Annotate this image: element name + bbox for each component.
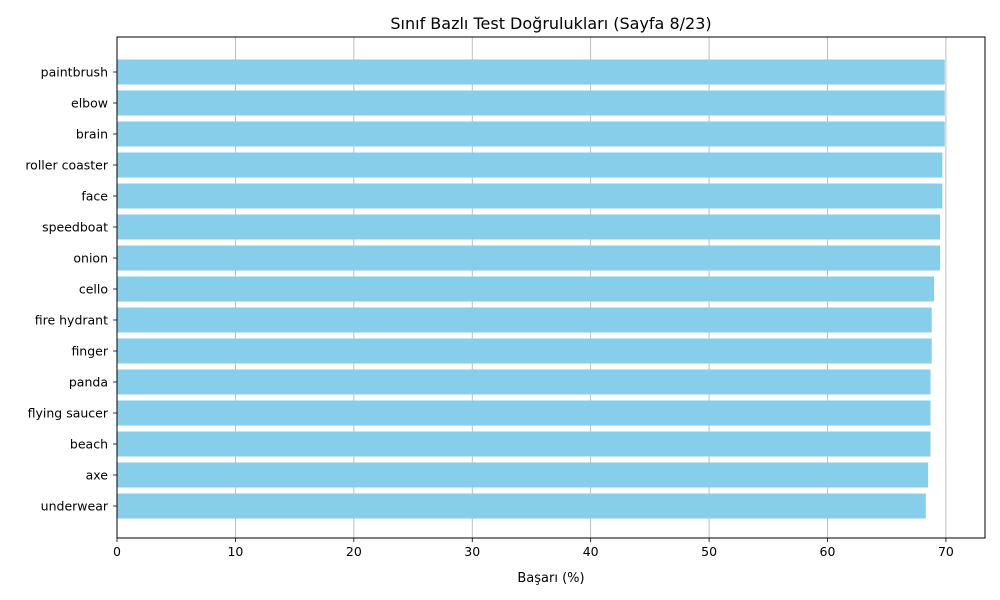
bar-speedboat	[117, 214, 941, 240]
x-tick-label-7: 70	[938, 544, 954, 559]
x-axis-label: Başarı (%)	[517, 571, 584, 586]
y-category-label-brain: brain	[76, 127, 108, 142]
y-category-label-paintbrush: paintbrush	[41, 65, 108, 80]
x-tick-label-0: 0	[113, 544, 121, 559]
bar-paintbrush	[117, 59, 945, 85]
bar-cello	[117, 276, 935, 302]
x-tick-label-1: 10	[227, 544, 243, 559]
bar-roller-coaster	[117, 152, 943, 178]
bar-axe	[117, 462, 929, 488]
y-axis-categories: paintbrush elbow brain roller coaster face sp…	[25, 65, 117, 514]
y-category-label-cello: cello	[79, 282, 108, 297]
chart-title: Sınıf Bazlı Test Doğrulukları (Sayfa 8/2…	[390, 14, 711, 33]
y-category-label-flying-saucer: flying saucer	[28, 406, 109, 421]
y-category-label-fire-hydrant: fire hydrant	[35, 313, 108, 328]
x-tick-label-4: 40	[583, 544, 599, 559]
bar-finger	[117, 338, 932, 364]
bar-beach	[117, 431, 931, 457]
y-category-label-panda: panda	[69, 375, 108, 390]
bar-onion	[117, 245, 941, 271]
x-tick-label-2: 20	[346, 544, 362, 559]
bar-flying-saucer	[117, 400, 931, 426]
y-category-label-roller-coaster: roller coaster	[25, 158, 109, 173]
bar-fire-hydrant	[117, 307, 932, 333]
y-category-label-finger: finger	[71, 344, 108, 359]
y-category-label-beach: beach	[70, 437, 108, 452]
y-category-label-elbow: elbow	[71, 96, 108, 111]
bars	[117, 59, 945, 519]
bar-underwear	[117, 493, 926, 519]
bar-brain	[117, 121, 945, 147]
y-category-label-speedboat: speedboat	[42, 220, 108, 235]
bar-elbow	[117, 90, 945, 116]
x-tick-label-3: 30	[464, 544, 480, 559]
y-category-label-underwear: underwear	[41, 499, 109, 514]
bar-panda	[117, 369, 931, 395]
x-tick-label-6: 60	[820, 544, 836, 559]
bar-face	[117, 183, 943, 209]
y-category-label-face: face	[81, 189, 108, 204]
plot-frame	[116, 36, 986, 539]
y-category-label-axe: axe	[86, 468, 109, 483]
y-category-label-onion: onion	[73, 251, 108, 266]
x-axis-ticks: 0 10 20 30 40 50 60 70	[113, 538, 954, 559]
x-tick-label-5: 50	[701, 544, 717, 559]
